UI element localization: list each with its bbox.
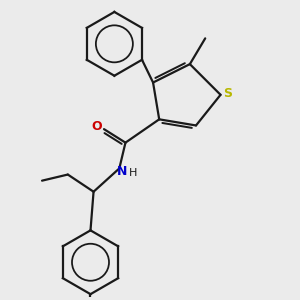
Text: O: O	[91, 120, 102, 133]
Text: S: S	[224, 87, 232, 100]
Text: H: H	[129, 168, 137, 178]
Text: N: N	[117, 165, 128, 178]
